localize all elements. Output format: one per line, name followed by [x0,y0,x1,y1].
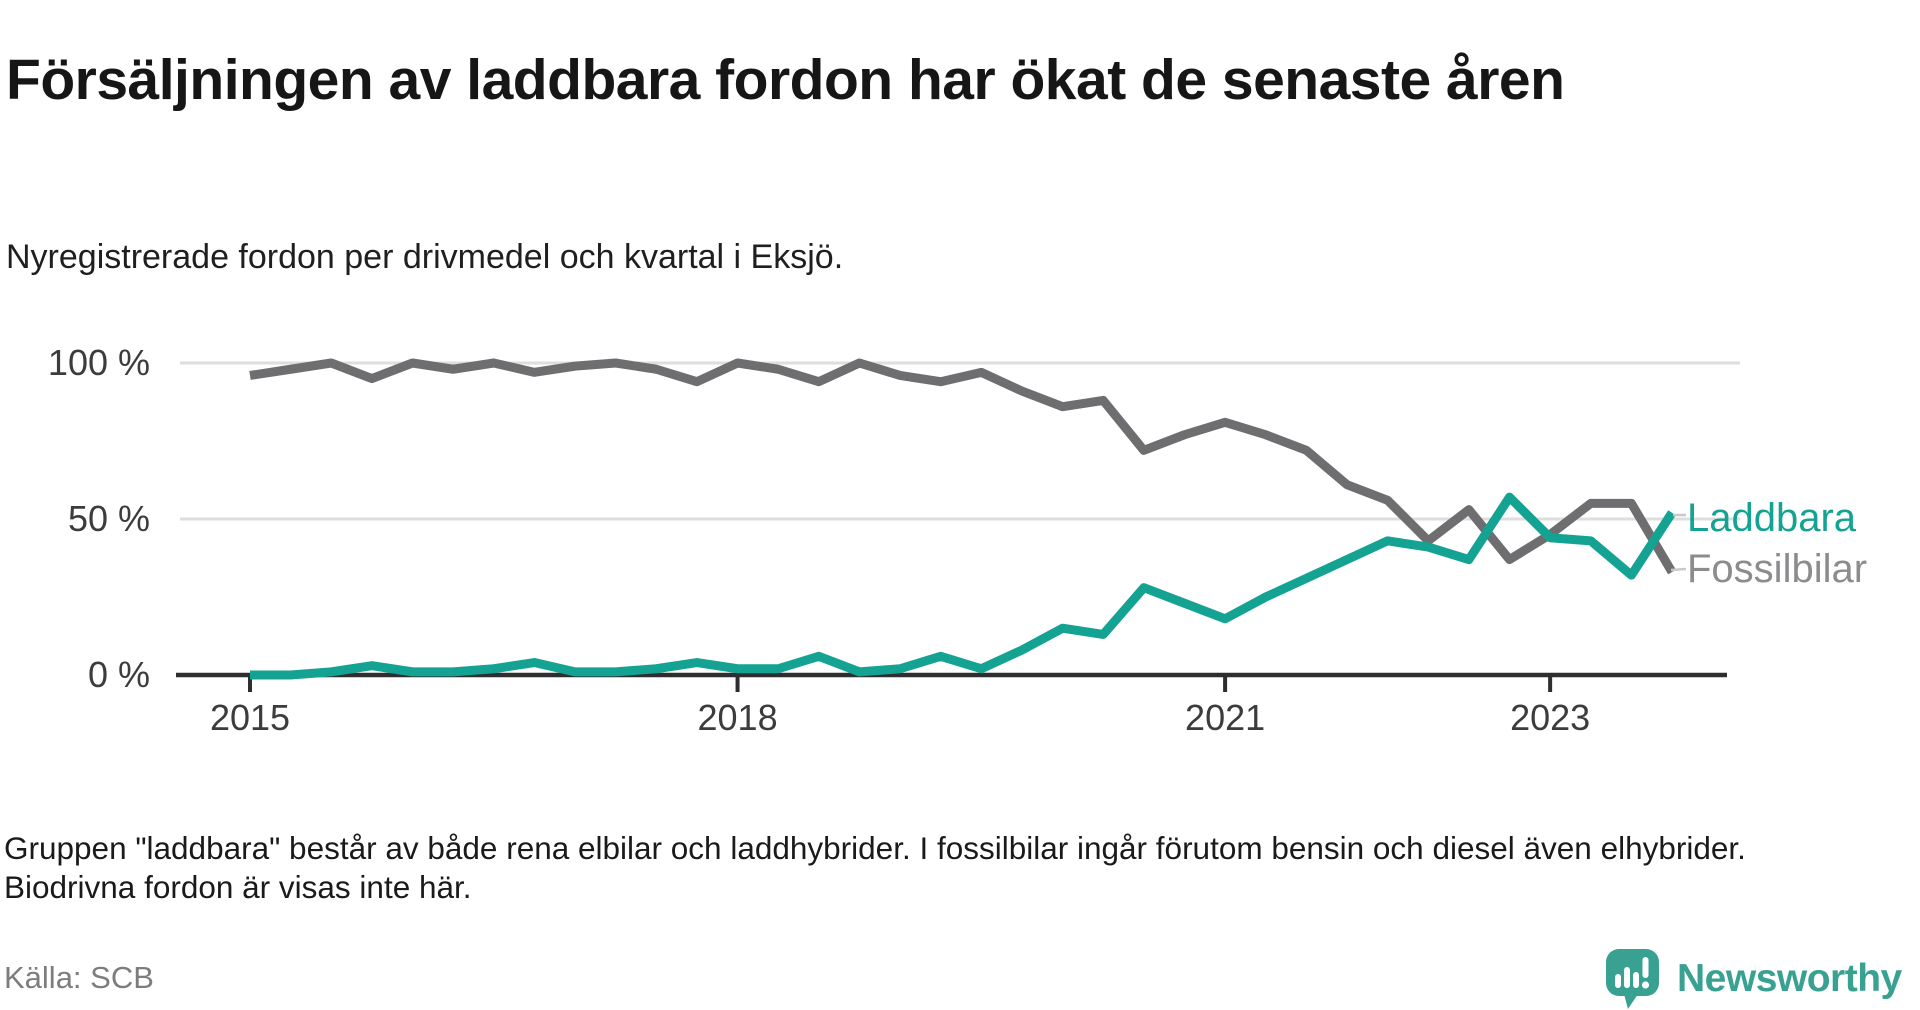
newsworthy-logo: Newsworthy [1605,948,1902,1010]
chart-subtitle: Nyregistrerade fordon per drivmedel och … [6,238,844,276]
series-label-fossilbilar: Fossilbilar [1687,547,1868,591]
x-tick-label-2018: 2018 [697,697,778,738]
x-tick-label-2023: 2023 [1510,697,1591,738]
line-laddbara [250,492,1676,680]
logo-exclamation-dot [1641,981,1650,989]
source-attribution: Källa: SCB [4,960,154,995]
y-tick-label-50: 50 % [67,498,150,539]
page-title: Försäljningen av laddbara fordon har öka… [6,48,1565,113]
y-tick-label-0: 0 % [87,654,150,695]
newsworthy-logo-icon [1606,949,1659,1009]
newsworthy-wordmark: Newsworthy [1677,957,1902,1000]
logo-exclamation-bar [1642,957,1649,978]
logo-bar-1 [1615,974,1621,988]
logo-bar-2 [1624,967,1630,988]
fossilbilar-label-connector [1670,567,1687,572]
logo-bar-3 [1633,972,1639,988]
x-tick-label-2015: 2015 [209,697,291,738]
x-tick-label-2021: 2021 [1185,697,1266,738]
chart-footnote: Gruppen "laddbara" består av både rena e… [4,829,1746,906]
y-tick-label-100: 100 % [47,342,150,383]
line-fossilbilar [249,358,1676,575]
x-axis-ticks [248,675,1553,692]
series-label-laddbara: Laddbara [1687,496,1857,540]
